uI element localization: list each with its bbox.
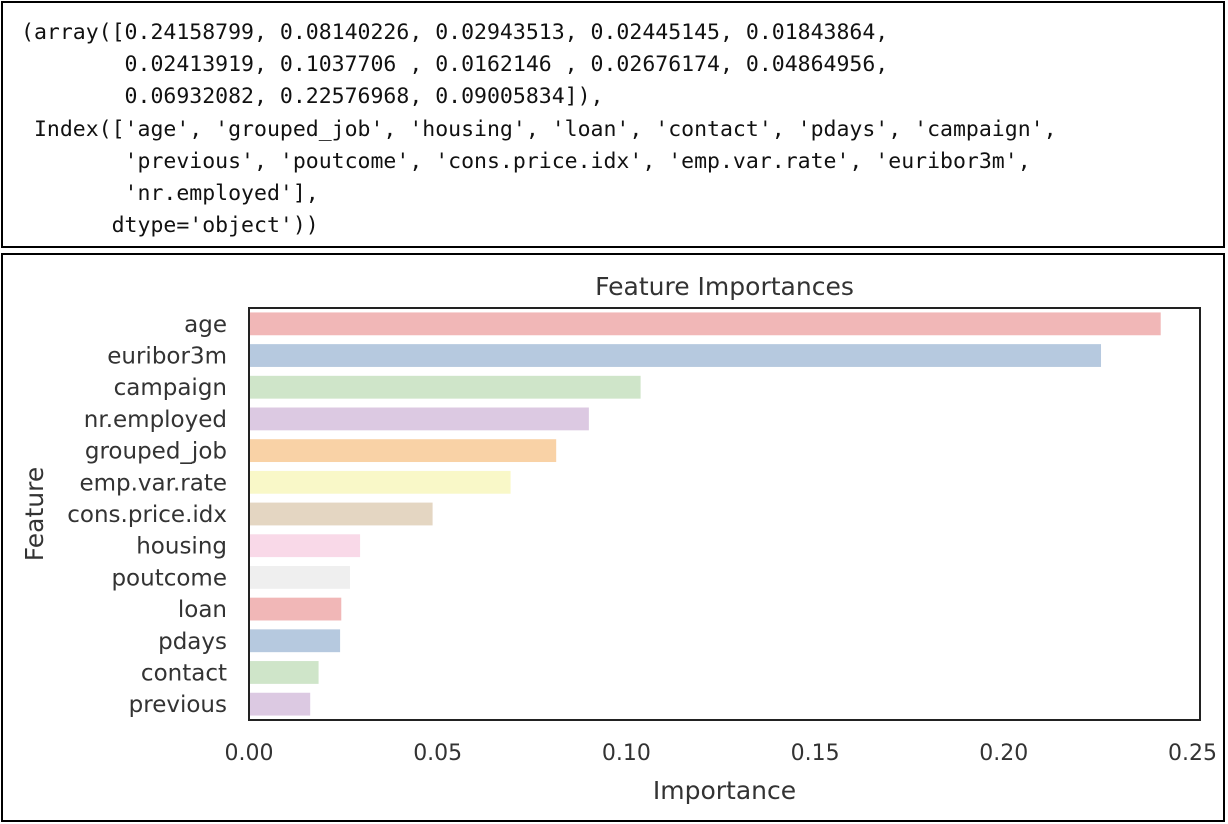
bar-poutcome [249,565,350,589]
plot-frame [248,307,1201,721]
y-tick-label: contact [141,660,227,686]
y-tick-label: pdays [158,629,227,655]
x-tick-label: 0.05 [413,741,462,766]
x-tick-label: 0.25 [1168,741,1217,766]
x-tick-label: 0.20 [979,741,1028,766]
bar-campaign [249,375,641,399]
bar-previous [249,692,311,716]
bar-grouped-job [249,439,557,463]
bar-contact [249,661,319,684]
y-tick-label: euribor3m [107,344,227,370]
bar-housing [249,534,361,558]
feature-importance-chart: Feature Importances Importance Feature a… [20,272,1217,805]
bar-euribor3m [249,344,1102,367]
code-output-panel: (array([0.24158799, 0.08140226, 0.029435… [1,1,1225,248]
y-tick-label: housing [136,534,227,560]
y-axis-label: Feature [20,467,49,561]
y-tick-label: grouped_job [85,439,227,465]
y-tick-label: nr.employed [84,407,227,433]
y-tick-label: cons.price.idx [67,502,227,528]
x-tick-label: 0.00 [225,741,274,766]
x-ticks: 0.00 0.05 0.10 0.15 0.20 0.25 [225,741,1217,766]
bar-pdays [249,629,341,653]
y-tick-label: poutcome [111,565,227,591]
x-axis-label: Importance [653,776,796,805]
bar-emp-var-rate [249,470,511,494]
x-tick-label: 0.10 [602,741,651,766]
bars-group [249,312,1161,716]
y-tick-label: emp.var.rate [79,470,227,496]
bar-nr-employed [249,407,589,431]
chart-panel: Feature Importances Importance Feature a… [1,253,1225,822]
bar-cons-price-idx [249,502,433,526]
chart-title: Feature Importances [595,272,854,301]
y-tick-label: previous [129,692,227,718]
bar-age [249,312,1161,336]
bar-loan [249,597,342,621]
y-tick-label: campaign [114,375,227,401]
code-output-text: (array([0.24158799, 0.08140226, 0.029435… [21,20,1057,239]
y-tick-label: loan [178,597,227,623]
y-tick-labels: age euribor3m campaign nr.employed grouped_j… [67,312,227,718]
x-tick-label: 0.15 [791,741,840,766]
y-tick-label: age [184,312,227,338]
